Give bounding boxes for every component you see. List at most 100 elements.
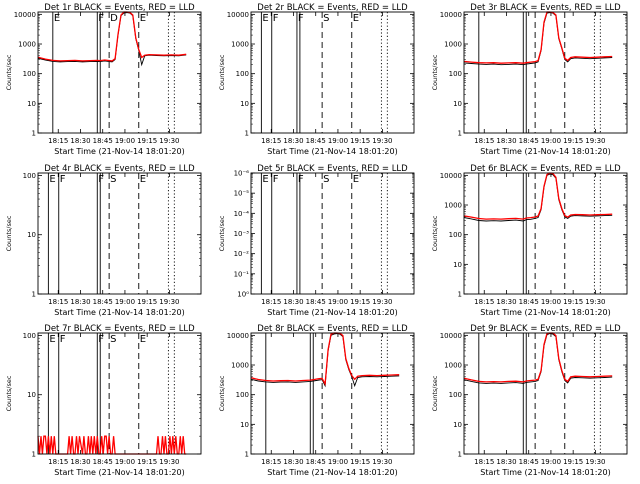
event-marker-label: E [54,13,60,24]
series-line-lld [463,11,613,64]
x-tick-label: 18:30 [70,298,90,306]
x-tick-label: 18:15 [48,137,68,145]
x-tick-label: 19:30 [159,298,179,306]
x-tick-label: 19:00 [328,458,348,466]
x-tick-label: 18:15 [261,137,281,145]
detector-panel-8: Det 8r BLACK = Events, RED = LLD Counts/s… [218,324,415,477]
y-tick-label: 10000 [440,172,462,180]
x-tick-label: 18:45 [519,298,539,306]
y-axis-label: Counts/sec [5,215,13,251]
x-axis-label: Start Time (21-Nov-14 18:01:20) [480,468,610,477]
y-tick-label: 10 [453,261,462,269]
y-tick-label: 1000 [231,41,249,49]
series-line-lld [463,332,613,383]
y-tick-label: 1 [458,451,462,459]
y-tick-label: 10000 [227,11,249,19]
x-tick-label: 18:45 [93,458,113,466]
event-marker-label: E [353,13,359,24]
plot-frame [37,11,202,134]
event-marker-label: S [110,174,116,185]
x-tick-label: 19:15 [350,298,370,306]
x-tick-label: 19:30 [372,137,392,145]
y-axis-label: Counts/sec [5,54,13,90]
panel-title: Det 8r BLACK = Events, RED = LLD [257,324,408,334]
x-tick-label: 18:30 [283,137,303,145]
y-axis-label: Counts/sec [431,215,439,251]
event-marker-label: E [262,13,268,24]
panel-title: Det 7r BLACK = Events, RED = LLD [44,324,195,334]
y-tick-label: 1000 [231,362,249,370]
x-tick-label: 18:30 [70,458,90,466]
x-tick-label: 19:00 [328,137,348,145]
event-marker-label: F [98,334,104,345]
y-tick-label: 1 [458,291,462,299]
x-tick-label: 19:00 [541,137,561,145]
x-tick-label: 19:15 [563,458,583,466]
plot-frame [250,332,415,455]
x-tick-label: 19:00 [541,298,561,306]
x-axis-label: Start Time (21-Nov-14 18:01:20) [267,147,397,156]
event-marker-label: E [140,174,146,185]
y-tick-label: 1 [32,451,36,459]
y-tick-label: 10⁻¹ [234,270,250,278]
x-tick-label: 18:30 [496,298,516,306]
x-tick-label: 19:15 [563,137,583,145]
x-tick-label: 19:15 [137,137,157,145]
x-tick-label: 19:15 [137,458,157,466]
event-marker-label: F [298,174,304,185]
x-tick-label: 19:30 [159,458,179,466]
y-tick-label: 10⁻⁴ [234,210,250,218]
x-tick-label: 18:15 [48,458,68,466]
x-tick-label: 19:00 [328,298,348,306]
y-axis-label: Counts/sec [218,215,226,251]
y-tick-label: 10 [453,421,462,429]
y-tick-label: 10 [27,391,36,399]
y-tick-label: 1000 [444,41,462,49]
x-tick-label: 19:30 [585,458,605,466]
y-tick-label: 10 [240,100,249,108]
x-tick-label: 18:15 [261,458,281,466]
y-tick-label: 10 [240,421,249,429]
plot-frame [37,332,202,455]
y-axis-label: Counts/sec [431,54,439,90]
series-line-lld [250,332,400,387]
x-tick-label: 19:15 [350,458,370,466]
x-tick-label: 18:15 [48,298,68,306]
event-marker-label: E [49,174,55,185]
x-tick-label: 19:30 [585,298,605,306]
detector-panel-4: Det 4r BLACK = Events, RED = LLD Counts/s… [5,164,202,317]
x-tick-label: 18:45 [306,458,326,466]
y-tick-label: 10 [27,100,36,108]
plot-frame [37,172,202,295]
panel-title: Det 4r BLACK = Events, RED = LLD [44,164,195,174]
detector-panel-3: Det 3r BLACK = Events, RED = LLD Counts/s… [431,3,628,156]
x-axis-label: Start Time (21-Nov-14 18:01:20) [267,468,397,477]
y-tick-label: 1000 [18,41,36,49]
x-tick-label: 18:30 [496,458,516,466]
y-tick-label: 1 [245,130,249,138]
y-tick-label: 100 [236,70,249,78]
y-tick-label: 100 [23,172,36,180]
y-tick-label: 10⁰ [237,291,249,299]
x-tick-label: 18:15 [474,298,494,306]
y-tick-label: 10⁻³ [234,230,250,238]
y-tick-label: 1 [458,130,462,138]
detector-panel-1: Det 1r BLACK = Events, RED = LLD Counts/s… [5,3,202,156]
y-tick-label: 10000 [440,332,462,340]
series-line-events [463,333,613,384]
x-tick-label: 19:30 [585,137,605,145]
x-tick-label: 18:45 [519,137,539,145]
plot-frame [463,172,628,295]
x-tick-label: 18:45 [306,298,326,306]
x-tick-label: 18:30 [283,458,303,466]
event-marker-label: E [49,334,55,345]
detector-panel-2: Det 2r BLACK = Events, RED = LLD Counts/s… [218,3,415,156]
y-tick-label: 10000 [227,332,249,340]
y-tick-label: 10 [27,231,36,239]
x-axis-label: Start Time (21-Nov-14 18:01:20) [54,468,184,477]
event-marker-label: S [323,13,329,24]
x-tick-label: 19:30 [159,137,179,145]
y-tick-label: 10 [453,100,462,108]
event-marker-label: D [110,13,118,24]
event-marker-label: F [273,174,279,185]
